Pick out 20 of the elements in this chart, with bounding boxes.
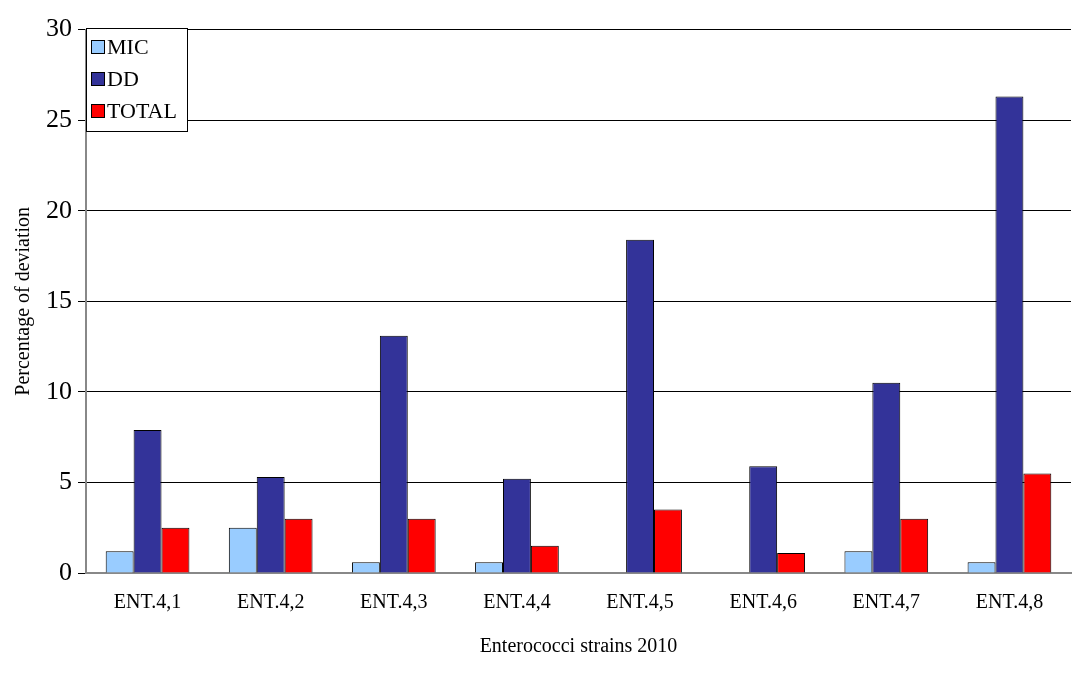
y-tick-label: 15 [46, 285, 72, 315]
x-tick-label: ENT.4,7 [852, 590, 921, 613]
legend-label: DD [107, 64, 139, 93]
x-tick-label: ENT.4,5 [606, 590, 674, 613]
y-tick-label: 30 [46, 13, 72, 43]
y-tick-label: 25 [46, 103, 72, 133]
y-axis-title: Percentage of deviation [11, 206, 35, 396]
y-tick-label: 0 [59, 556, 72, 586]
x-axis-title: Enterococci strains 2010 [479, 634, 678, 657]
x-tick-label: ENT.4,1 [113, 590, 182, 613]
x-tick-label: ENT.4,2 [236, 590, 305, 613]
x-tick-label: ENT.4,6 [729, 590, 797, 613]
legend-label: MIC [107, 32, 149, 61]
y-tick-label: 10 [46, 375, 72, 405]
y-tick-label: 20 [46, 194, 72, 224]
x-tick-label: ENT.4,8 [975, 590, 1044, 613]
y-tick-label: 5 [59, 466, 72, 496]
x-tick-label: ENT.4,4 [483, 590, 551, 613]
legend-label: TOTAL [107, 96, 177, 125]
x-tick-label: ENT.4,3 [360, 590, 428, 613]
